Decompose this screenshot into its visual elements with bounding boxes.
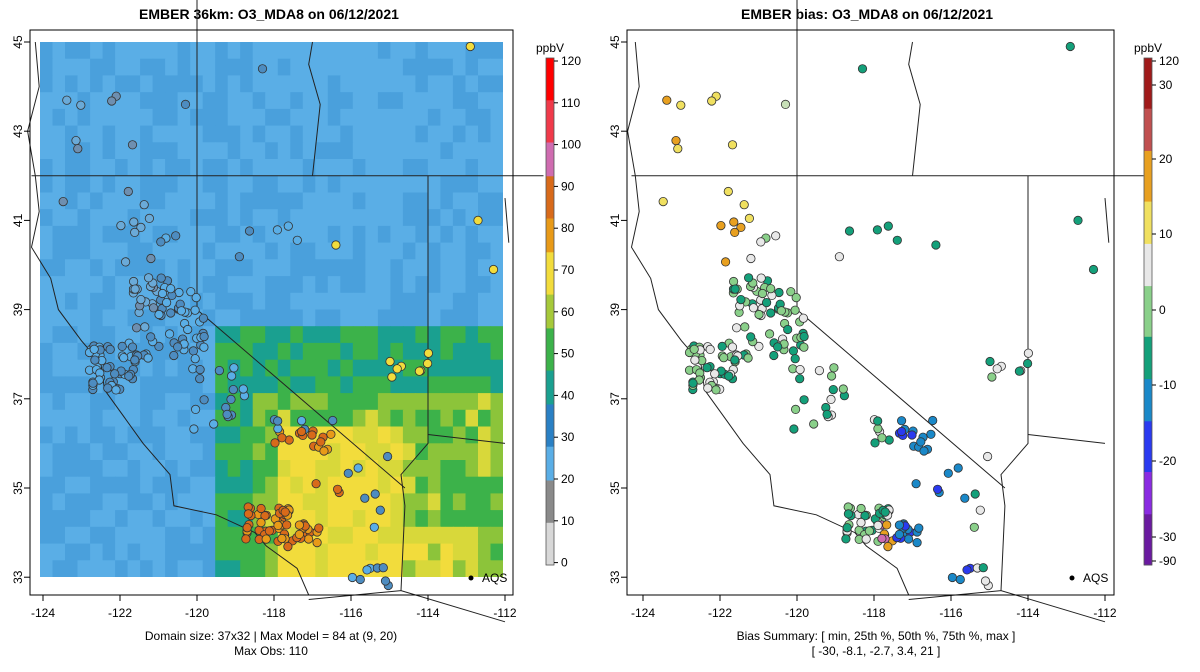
colorbar-tick-label: 0 xyxy=(1159,303,1166,317)
y-tick-label: 43 xyxy=(608,124,622,138)
right-axes: -124 -122 -120 -118 -116 -114 -112 45 43 41 39 37 35… xyxy=(608,35,1117,620)
colorbar-tick-label: 30 xyxy=(561,430,575,444)
x-tick-label: -116 xyxy=(939,606,962,620)
left-axes: -124 -122 -120 -118 -116 -114 -112 45 43 41 39 37 35… xyxy=(11,35,517,620)
y-tick-label: 35 xyxy=(11,481,25,495)
left-observation-sites xyxy=(58,41,499,591)
colorbar-tick-label: -90 xyxy=(1159,554,1177,568)
left-caption-line2: Max Obs: 110 xyxy=(234,644,308,658)
colorbar-tick-label: -10 xyxy=(1159,378,1177,392)
left-aqs-legend-marker xyxy=(468,575,474,581)
y-tick-label: 37 xyxy=(608,392,622,406)
colorbar-tick-label: 10 xyxy=(561,514,575,528)
right-bias-sites xyxy=(658,41,1099,591)
x-tick-label: -114 xyxy=(1016,606,1039,620)
colorbar-tick-label: 20 xyxy=(561,472,575,486)
colorbar-tick-label: 120 xyxy=(1159,54,1179,68)
colorbar-tick-label: 90 xyxy=(561,179,575,193)
colorbar-tick-label: 70 xyxy=(561,263,575,277)
right-panel-title: EMBER bias: O3_MDA8 on 06/12/2021 xyxy=(741,6,994,22)
x-tick-label: -118 xyxy=(262,606,285,620)
x-tick-label: -122 xyxy=(708,606,732,620)
right-caption-line2: [ -30, -8.1, -2.7, 3.4, 21 ] xyxy=(811,644,941,658)
right-caption-line1: Bias Summary: [ min, 25th %, 50th %, 75t… xyxy=(736,629,1016,643)
right-colorbar-unit: ppbV xyxy=(1134,41,1162,55)
colorbar-tick-label: 40 xyxy=(561,388,575,402)
right-plot-frame xyxy=(626,29,1115,596)
colorbar-tick-label: 30 xyxy=(1159,78,1173,92)
colorbar-tick-label: 60 xyxy=(561,305,575,319)
y-tick-label: 33 xyxy=(11,570,25,584)
colorbar-tick-label: 110 xyxy=(561,96,580,110)
colorbar-tick-label: 100 xyxy=(561,138,581,152)
colorbar-tick-label: 120 xyxy=(561,54,581,68)
colorbar-tick-label: 20 xyxy=(1159,152,1173,166)
left-plot-frame xyxy=(29,29,514,596)
y-tick-label: 41 xyxy=(608,213,622,227)
x-tick-label: -124 xyxy=(31,606,55,620)
colorbar-tick-label: 80 xyxy=(561,221,575,235)
right-aqs-legend-marker xyxy=(1069,575,1075,581)
colorbar-tick-label: 10 xyxy=(1159,227,1173,241)
x-tick-label: -120 xyxy=(785,606,809,620)
y-tick-label: 39 xyxy=(11,303,25,317)
left-caption-line1: Domain size: 37x32 | Max Model = 84 at (… xyxy=(144,629,398,643)
y-tick-label: 39 xyxy=(608,303,622,317)
colorbar-tick-label: 0 xyxy=(561,556,568,570)
left-colorbar-unit: ppbV xyxy=(536,41,564,55)
x-tick-label: -124 xyxy=(631,606,655,620)
colorbar-tick-label: -20 xyxy=(1159,454,1177,468)
x-tick-label: -116 xyxy=(339,606,362,620)
y-tick-label: 33 xyxy=(608,570,622,584)
x-tick-label: -112 xyxy=(493,606,516,620)
model-concentration-grid xyxy=(40,42,503,577)
x-tick-label: -122 xyxy=(108,606,132,620)
x-tick-label: -118 xyxy=(862,606,885,620)
y-tick-label: 43 xyxy=(11,124,25,138)
left-panel-title: EMBER 36km: O3_MDA8 on 06/12/2021 xyxy=(139,6,399,22)
bias-colorbar: 120 30 20 10 0 -10 -20 -30 -90 xyxy=(1143,54,1179,568)
y-tick-label: 41 xyxy=(11,213,25,227)
x-tick-label: -120 xyxy=(185,606,209,620)
y-tick-label: 45 xyxy=(608,35,622,49)
y-tick-label: 35 xyxy=(608,481,622,495)
y-tick-label: 45 xyxy=(11,35,25,49)
y-tick-label: 37 xyxy=(11,392,25,406)
right-aqs-legend-label: AQS xyxy=(1083,571,1108,585)
x-tick-label: -114 xyxy=(416,606,439,620)
x-tick-label: -112 xyxy=(1093,606,1116,620)
left-aqs-legend-label: AQS xyxy=(482,571,507,585)
colorbar-tick-label: -30 xyxy=(1159,530,1177,544)
colorbar-tick-label: 50 xyxy=(561,347,575,361)
